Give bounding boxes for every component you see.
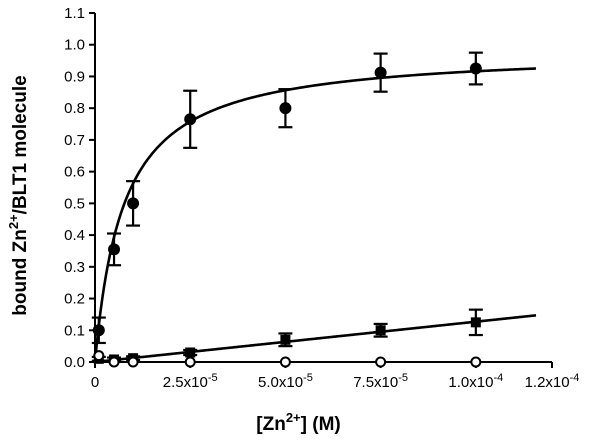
data-point [127, 356, 139, 368]
data-point [375, 356, 387, 368]
y-tick-label: 0.6 [64, 164, 85, 181]
y-tick-label: 0.5 [64, 195, 85, 212]
x-tick-label: 5.0x10-5 [258, 372, 313, 391]
data-point [92, 324, 105, 337]
fit-curve-series-2 [94, 314, 537, 364]
data-point [93, 350, 105, 362]
y-tick-label: 0.0 [64, 354, 85, 371]
data-point [279, 356, 291, 368]
data-point [280, 334, 291, 345]
y-tick-label: 0.2 [64, 291, 85, 308]
data-point [469, 62, 482, 75]
x-ticks: 0 2.5x10-5 5.0x10-5 7.5x10-5 1.0x10-4 1.2x10-… [91, 362, 580, 391]
axes [94, 13, 552, 363]
data-point [470, 317, 481, 328]
y-tick-label: 0.9 [64, 68, 85, 85]
data-point [375, 325, 386, 336]
x-tick-label: 0 [91, 374, 99, 391]
data-point [127, 197, 140, 210]
x-tick-label: 1.0x10-4 [448, 372, 503, 391]
y-axis-title-pre: bound Zn [10, 229, 31, 316]
y-tick-label: 0.4 [64, 227, 85, 244]
data-point [374, 66, 387, 79]
data-point [108, 356, 120, 368]
data-points [91, 51, 483, 368]
y-tick-label: 1.0 [64, 37, 85, 54]
fit-curves [93, 67, 537, 364]
x-axis-title-pre: [Zn [256, 414, 286, 435]
series-3 [93, 350, 482, 368]
y-tick-label: 1.1 [64, 5, 85, 22]
data-point [108, 243, 121, 256]
y-axis-title-post: /BLT1 molecule [10, 75, 31, 214]
data-point [279, 102, 292, 115]
y-axis-title: bound Zn2+/BLT1 molecule [6, 75, 31, 315]
data-point [185, 347, 196, 358]
y-ticks: 0.0 0.1 0.2 0.3 0.4 0.5 0.6 0.7 0.8 0.9 1.0 1.1 [64, 5, 95, 371]
series-1 [91, 51, 483, 345]
x-tick-label: 2.5x10-5 [163, 372, 218, 391]
data-point [184, 356, 196, 368]
y-tick-label: 0.7 [64, 132, 85, 149]
y-tick-label: 0.8 [64, 100, 85, 117]
y-tick-label: 0.3 [64, 259, 85, 276]
x-tick-label: 1.2x10-4 [525, 372, 580, 391]
x-axis-title-post: ] (M) [301, 414, 341, 435]
y-axis-title-sup: 2+ [6, 214, 21, 229]
data-point [184, 113, 197, 126]
y-tick-label: 0.1 [64, 322, 85, 339]
data-point [470, 356, 482, 368]
fit-curve-series-1 [93, 67, 537, 363]
x-axis-title: [Zn2+] (M) [256, 410, 340, 435]
x-axis-title-sup: 2+ [286, 410, 301, 425]
x-tick-label: 7.5x10-5 [353, 372, 408, 391]
